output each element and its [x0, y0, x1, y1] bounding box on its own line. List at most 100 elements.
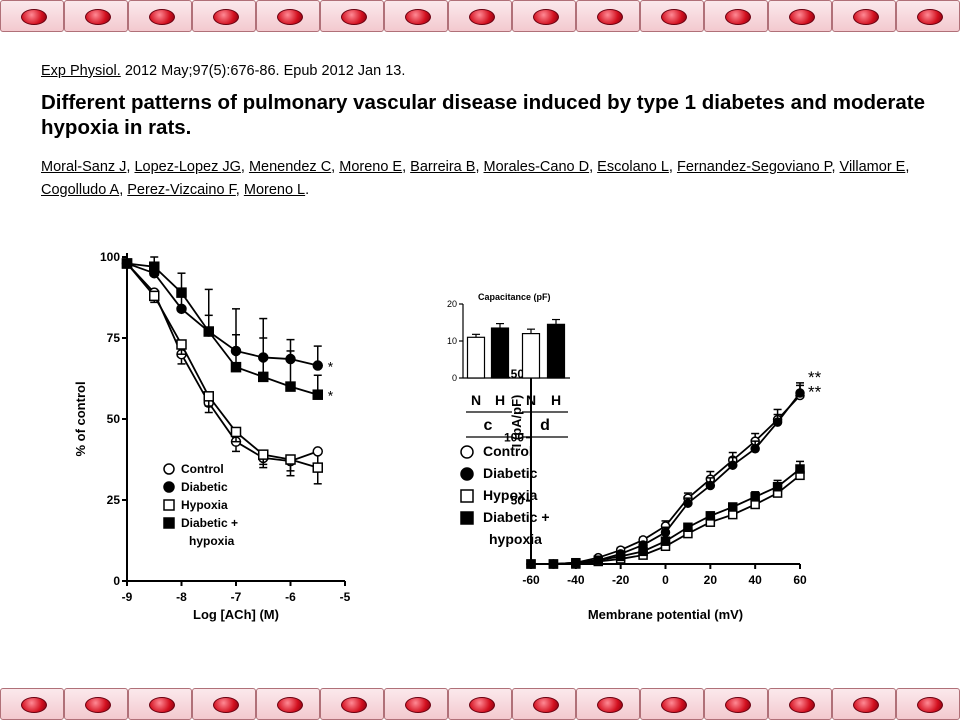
decorative-bead — [640, 0, 704, 32]
author-separator: , — [235, 182, 244, 198]
data-point — [660, 536, 671, 546]
x-tick-label: -9 — [122, 590, 133, 604]
decorative-bead — [192, 0, 256, 32]
x-tick-label: 60 — [793, 573, 807, 587]
y-tick-label: 25 — [107, 493, 121, 507]
data-point — [795, 464, 805, 474]
decorative-bead — [832, 0, 896, 32]
data-point — [772, 481, 783, 492]
data-point — [728, 502, 738, 512]
x-tick-label: 0 — [662, 573, 669, 587]
decorative-bead — [896, 0, 960, 32]
y-tick-label: 10 — [447, 336, 457, 346]
author-link[interactable]: Moral-Sanz J — [41, 159, 127, 175]
data-point — [795, 388, 805, 398]
decorative-bead — [192, 688, 256, 720]
group-label: c — [484, 417, 493, 434]
decorative-bead — [384, 0, 448, 32]
significance-marker: * — [328, 388, 334, 404]
legend-marker — [460, 467, 474, 481]
significance-marker: ** — [808, 383, 822, 402]
author-link[interactable]: Cogolludo A — [41, 182, 120, 198]
y-axis-label: I (pA/pF) — [509, 395, 524, 448]
author-link[interactable]: Fernandez-Segoviano P — [676, 159, 832, 175]
decorative-bead — [0, 0, 64, 32]
author-separator: , — [475, 159, 484, 175]
author-link[interactable]: Moreno L — [243, 182, 306, 198]
y-tick-label: 50 — [511, 494, 525, 508]
legend-label: hypoxia — [189, 534, 235, 548]
author-link[interactable]: Menendez C — [248, 159, 332, 175]
bar-chart-title: Capacitance (pF) — [478, 292, 551, 302]
data-point — [728, 460, 738, 470]
data-point — [176, 339, 187, 350]
decorative-bead — [512, 0, 576, 32]
journal-link[interactable]: Exp Physiol. — [41, 63, 121, 79]
author-separator: , — [668, 159, 677, 175]
data-point — [526, 559, 536, 569]
author-link[interactable]: Morales-Cano D — [483, 159, 590, 175]
legend-marker — [460, 489, 474, 503]
author-separator: , — [240, 159, 249, 175]
x-tick-label: 20 — [704, 573, 718, 587]
x-tick-label: -7 — [231, 590, 242, 604]
y-tick-label: 0 — [452, 373, 457, 383]
legend-marker — [163, 481, 175, 493]
decorative-bead — [768, 688, 832, 720]
data-point — [593, 555, 603, 565]
x-tick-label: -6 — [285, 590, 296, 604]
data-point — [285, 454, 296, 465]
data-point — [176, 303, 187, 315]
decorative-bead — [576, 0, 640, 32]
author-separator: , — [331, 159, 340, 175]
author-separator: , — [119, 182, 128, 198]
y-axis-label: % of control — [73, 381, 88, 456]
bar — [490, 327, 510, 379]
legend-label: Diabetic + — [181, 516, 238, 530]
significance-marker: * — [328, 359, 334, 375]
bar-category-label: H — [495, 392, 505, 408]
y-tick-label: 100 — [100, 250, 120, 264]
author-link[interactable]: Villamor E — [839, 159, 906, 175]
author-link[interactable]: Lopez-Lopez JG — [134, 159, 241, 175]
data-point — [638, 546, 648, 557]
decorative-bead — [64, 688, 128, 720]
y-tick-label: 100 — [504, 430, 524, 444]
significance-marker: ** — [808, 368, 822, 387]
data-point — [750, 492, 760, 502]
data-point — [728, 509, 738, 520]
bar-category-label: N — [471, 392, 481, 408]
legend-label: Control — [483, 443, 533, 459]
article-title: Different patterns of pulmonary vascular… — [41, 91, 926, 139]
author-separator: , — [589, 159, 598, 175]
author-separator: , — [402, 159, 411, 175]
author-link[interactable]: Moreno E — [339, 159, 403, 175]
decorative-bead — [896, 688, 960, 720]
author-list: Moral-Sanz J, Lopez-Lopez JG, Menendez C… — [41, 156, 941, 202]
data-point — [230, 426, 242, 438]
author-link[interactable]: Barreira B — [410, 159, 476, 175]
decorative-bead — [512, 688, 576, 720]
legend-label: Hypoxia — [483, 487, 538, 503]
y-tick-label: 75 — [107, 331, 121, 345]
legend-label: Diabetic — [483, 465, 538, 481]
author-link[interactable]: Escolano L — [597, 159, 669, 175]
author-separator: , — [831, 159, 840, 175]
decorative-bead — [640, 688, 704, 720]
legend-label: Diabetic + — [483, 509, 550, 525]
author-separator: , — [905, 159, 910, 175]
author-link[interactable]: Perez-Vizcaino F — [127, 182, 236, 198]
bar-category-label: H — [551, 392, 561, 408]
data-point — [149, 290, 160, 302]
decorative-bead — [320, 688, 384, 720]
x-tick-label: -20 — [612, 573, 630, 587]
decorative-bead — [64, 0, 128, 32]
data-point — [312, 446, 323, 457]
x-tick-label: -60 — [522, 573, 540, 587]
legend-marker — [460, 445, 474, 459]
data-point — [149, 261, 160, 272]
data-point — [705, 480, 716, 491]
data-point — [750, 499, 760, 510]
data-point — [683, 498, 693, 508]
